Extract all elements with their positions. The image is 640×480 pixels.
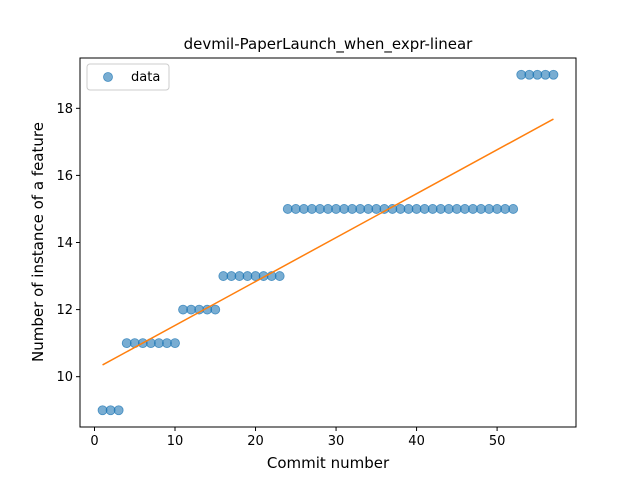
chart-title: devmil-PaperLaunch_when_expr-linear <box>184 35 474 54</box>
data-point <box>403 204 414 214</box>
data-point <box>427 204 438 214</box>
data-point <box>170 338 180 349</box>
legend-label-data: data <box>131 70 160 85</box>
data-point <box>459 204 470 214</box>
data-point <box>532 69 543 80</box>
data-point <box>419 204 430 214</box>
y-tick-label: 10 <box>56 370 73 385</box>
x-tick-label: 20 <box>247 434 264 449</box>
y-tick-label: 18 <box>56 102 73 117</box>
plot-area <box>97 69 559 416</box>
x-tick-label: 40 <box>408 434 425 449</box>
legend: data <box>86 63 170 91</box>
data-point <box>451 204 462 214</box>
data-point <box>492 204 502 214</box>
legend-marker-data <box>103 72 113 82</box>
data-point <box>298 204 309 214</box>
y-axis-label: Number of instance of a feature <box>29 122 47 362</box>
y-axis: 10 12 14 16 18 <box>56 102 80 385</box>
y-tick-label: 16 <box>56 169 73 184</box>
data-point <box>476 204 486 214</box>
data-point <box>113 405 124 416</box>
x-tick-label: 0 <box>90 434 98 449</box>
data-point <box>218 271 229 281</box>
x-tick-label: 10 <box>167 434 184 449</box>
data-point <box>508 204 519 214</box>
y-tick-label: 14 <box>56 236 73 251</box>
x-axis-label: Commit number <box>267 454 390 472</box>
data-point <box>186 304 197 315</box>
x-axis: 0 10 20 30 40 50 <box>90 427 505 449</box>
data-point <box>242 271 253 281</box>
legend-box <box>86 63 170 91</box>
data-point <box>210 304 221 315</box>
data-point <box>331 204 341 214</box>
data-point <box>282 204 293 214</box>
data-point <box>121 338 132 349</box>
data-point <box>274 271 285 281</box>
data-point <box>234 271 245 281</box>
data-point <box>178 304 188 315</box>
data-point <box>154 338 164 349</box>
data-point <box>339 204 350 214</box>
x-tick-label: 50 <box>489 434 506 449</box>
data-point <box>105 405 116 416</box>
fit-line <box>102 118 554 366</box>
data-point <box>306 204 317 214</box>
x-tick-label: 30 <box>328 434 345 449</box>
y-tick-label: 12 <box>56 303 73 318</box>
data-point <box>355 204 366 214</box>
data-point <box>548 69 559 80</box>
